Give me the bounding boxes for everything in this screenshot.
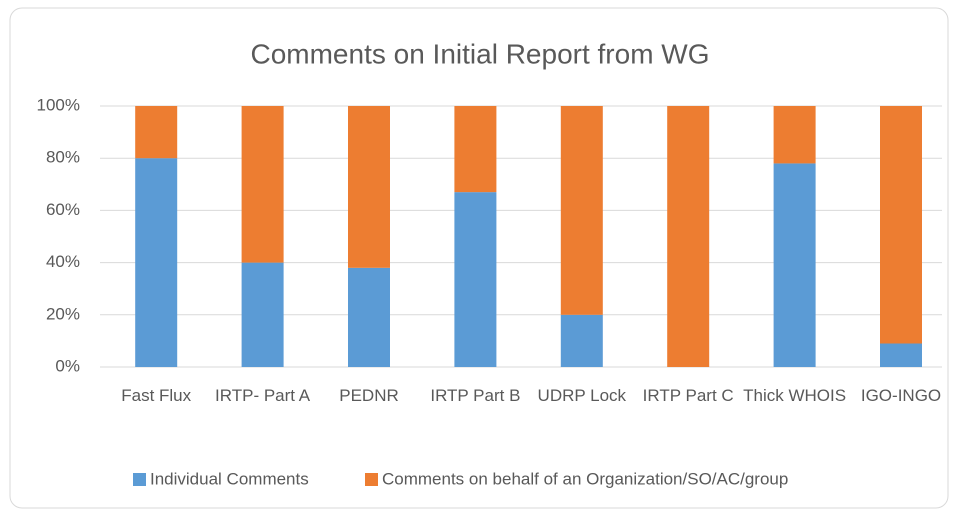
bar-segment bbox=[454, 192, 497, 367]
bar-segment bbox=[454, 106, 497, 193]
bar-segment bbox=[241, 106, 284, 263]
chart-title: Comments on Initial Report from WG bbox=[250, 38, 709, 69]
legend-label: Comments on behalf of an Organization/SO… bbox=[382, 469, 788, 488]
legend-swatch bbox=[133, 473, 146, 486]
x-tick-label: Thick WHOIS bbox=[743, 386, 847, 405]
x-tick-label: Fast Flux bbox=[121, 386, 192, 405]
bar-segment bbox=[667, 106, 710, 367]
bar-segment bbox=[560, 314, 603, 367]
bar-segment bbox=[135, 106, 178, 159]
x-tick-label: UDRP Lock bbox=[537, 386, 627, 405]
y-tick-label: 100% bbox=[37, 95, 80, 114]
legend-label: Individual Comments bbox=[150, 469, 309, 488]
bar-segment bbox=[880, 106, 922, 344]
y-tick-label: 80% bbox=[46, 148, 80, 167]
x-tick-label: PEDNR bbox=[339, 386, 399, 405]
bar-segment bbox=[348, 106, 390, 268]
x-tick-label: IGO-INGO bbox=[860, 386, 942, 405]
x-tick-label: IRTP- Part A bbox=[215, 386, 311, 405]
bar-segment bbox=[135, 158, 178, 367]
bar-segment bbox=[773, 106, 816, 164]
y-tick-label: 60% bbox=[46, 200, 80, 219]
bar-segment bbox=[880, 343, 922, 367]
x-tick-label: IRTP Part B bbox=[430, 386, 521, 405]
y-tick-label: 0% bbox=[55, 356, 80, 375]
bar-segment bbox=[241, 262, 284, 367]
y-tick-label: 40% bbox=[46, 252, 80, 271]
bar-segment bbox=[773, 163, 816, 367]
bar-segment bbox=[348, 267, 390, 367]
y-tick-label: 20% bbox=[46, 304, 80, 323]
bar-segment bbox=[560, 106, 603, 315]
legend-swatch bbox=[365, 473, 378, 486]
x-tick-label: IRTP Part C bbox=[642, 386, 734, 405]
